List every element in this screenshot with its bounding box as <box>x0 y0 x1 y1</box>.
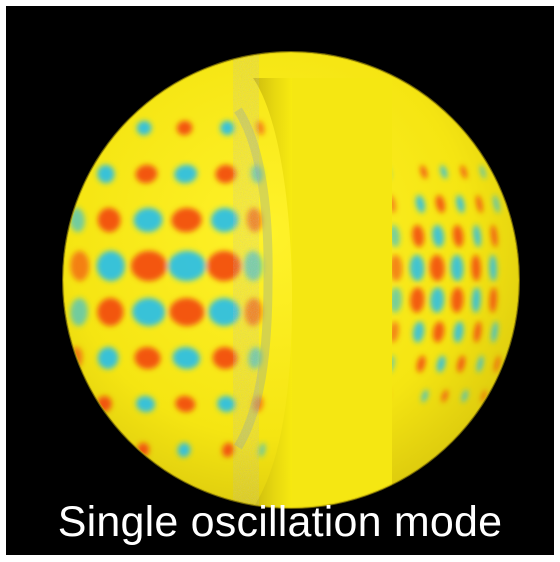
mode-lobe <box>97 207 121 233</box>
mode-lobe <box>63 120 70 136</box>
mode-lobe <box>97 298 124 326</box>
oscillation-sphere-image <box>62 51 520 509</box>
mode-lobe <box>95 120 108 136</box>
mode-lobe <box>175 395 196 413</box>
mode-lobe <box>389 287 402 313</box>
mode-lobe <box>456 195 465 213</box>
mode-lobe <box>171 207 202 233</box>
cutaway-curved-face <box>253 78 292 508</box>
mode-lobe <box>451 287 464 313</box>
mode-lobe <box>215 164 237 184</box>
mode-lobe <box>177 442 191 458</box>
mode-lobe <box>471 287 481 313</box>
mode-lobe <box>210 207 239 233</box>
mode-lobe <box>473 321 482 343</box>
mode-lobe <box>497 165 503 179</box>
mode-lobe <box>457 355 466 373</box>
mode-lobe <box>136 395 156 413</box>
mode-lobe <box>94 442 104 458</box>
mode-lobe <box>133 207 163 233</box>
mode-lobe <box>256 120 265 136</box>
mode-lobe <box>176 120 193 136</box>
mode-lobe <box>491 321 498 343</box>
mode-lobe <box>409 254 425 282</box>
mode-lobe <box>207 250 242 282</box>
mode-lobe <box>476 195 483 213</box>
mode-illustration-panel: Single oscillation mode <box>6 6 554 555</box>
mode-lobe <box>172 346 200 370</box>
mode-lobe <box>412 321 425 343</box>
mode-lobe <box>441 389 449 403</box>
mode-lobe <box>494 355 500 373</box>
mode-lobe <box>436 355 446 373</box>
mode-lobe <box>212 346 238 370</box>
mode-lobe <box>415 195 426 213</box>
mode-lobe <box>217 395 236 413</box>
mode-lobe <box>169 298 205 326</box>
mode-lobe <box>168 250 206 282</box>
mode-lobe <box>421 389 429 403</box>
mode-lobe <box>452 224 464 248</box>
mode-lobe <box>389 254 403 282</box>
mode-lobe <box>460 165 467 179</box>
mode-lobe <box>66 164 79 184</box>
mode-lobe <box>432 224 445 248</box>
mode-lobe <box>96 250 126 282</box>
mode-lobe <box>410 287 425 313</box>
mode-lobe <box>440 165 448 179</box>
mode-lobe <box>132 298 166 326</box>
mode-lobe <box>135 164 158 184</box>
mode-lobe <box>481 389 487 403</box>
mode-lobe <box>493 195 500 213</box>
mode-lobe <box>220 120 235 136</box>
mode-lobe <box>70 250 90 282</box>
mode-lobe <box>489 254 497 282</box>
mode-lobe <box>174 164 198 184</box>
mode-lobe <box>461 389 468 403</box>
sphere-outline <box>62 51 520 509</box>
mode-lobe <box>450 254 464 282</box>
mode-lobe <box>258 442 266 458</box>
mode-lobe <box>97 346 119 370</box>
yellow-sphere <box>63 52 519 508</box>
mode-lobe <box>130 250 167 282</box>
mode-lobe <box>416 355 426 373</box>
mode-lobe <box>476 355 484 373</box>
mode-lobe <box>453 321 464 343</box>
cutaway-flat-face <box>292 78 392 508</box>
mode-lobe <box>208 298 240 326</box>
mode-lobe <box>435 195 446 213</box>
sphere-surface <box>63 52 519 508</box>
mode-lobe <box>429 254 445 282</box>
speckled-edge <box>237 110 255 448</box>
mode-lobe <box>64 396 75 412</box>
mode-lobe <box>420 165 428 179</box>
caption-text: Single oscillation mode <box>57 498 503 546</box>
mode-lobe <box>490 224 498 248</box>
mode-lobe <box>63 442 66 458</box>
mode-lobe <box>70 298 88 326</box>
mode-lobe <box>473 224 482 248</box>
mode-lobe <box>498 389 504 403</box>
mode-lobe <box>489 287 497 313</box>
mode-lobe <box>222 442 234 458</box>
mode-lobe <box>136 120 152 136</box>
mode-lobe <box>432 321 445 343</box>
mode-lobe <box>252 396 264 412</box>
mode-lobe <box>134 346 161 370</box>
mode-lobe <box>430 287 445 313</box>
mode-lobe <box>412 224 425 248</box>
mode-lobe <box>97 164 115 184</box>
mode-lobe <box>471 254 481 282</box>
mode-lobe <box>480 165 486 179</box>
